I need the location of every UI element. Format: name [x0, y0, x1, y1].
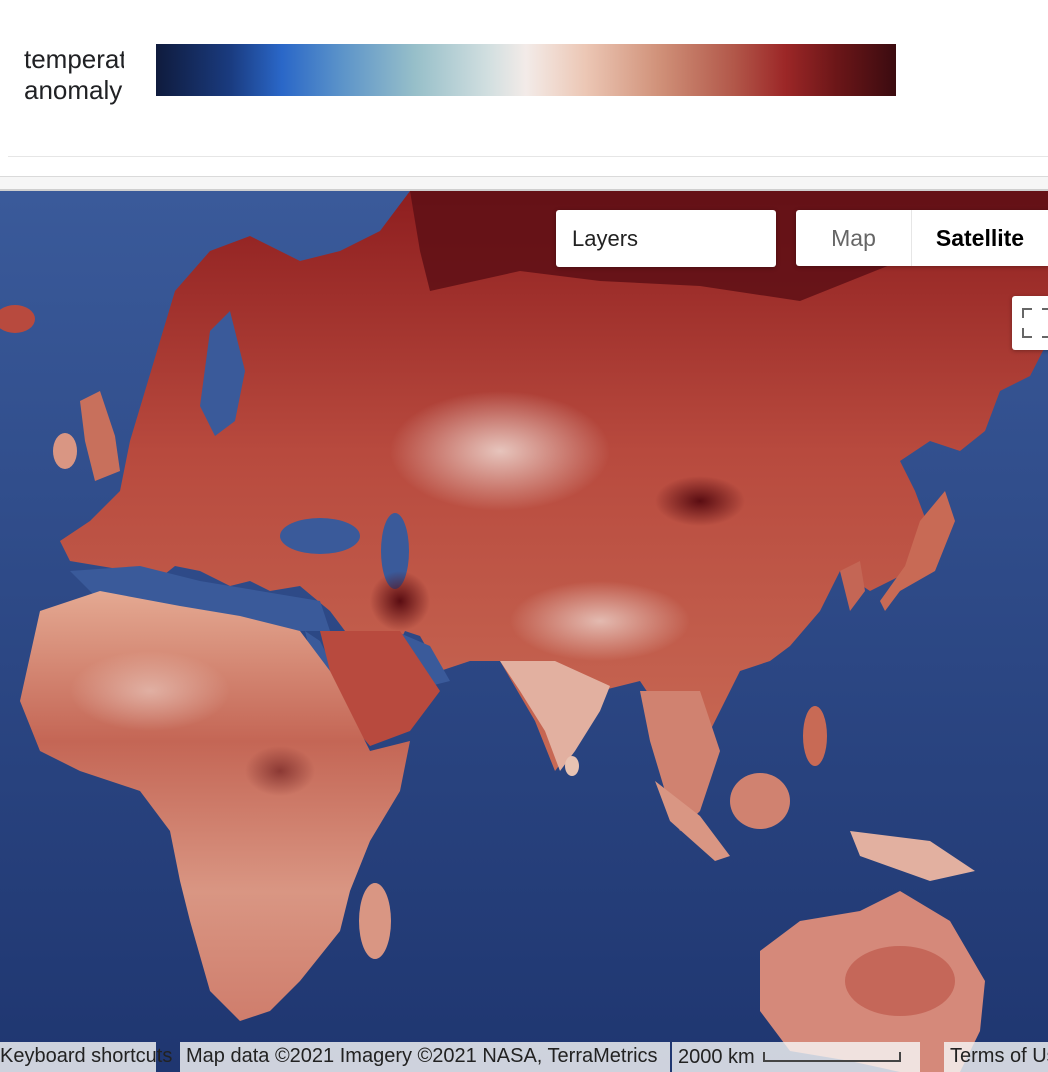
madagascar — [359, 883, 391, 959]
map-data-attribution: Map data ©2021 Imagery ©2021 NASA, Terra… — [180, 1042, 670, 1072]
scale-label: 2000 km — [678, 1046, 755, 1068]
divider — [8, 156, 1048, 157]
fullscreen-icon — [1022, 308, 1048, 338]
map-canvas[interactable] — [0, 191, 1048, 1072]
philippines — [803, 706, 827, 766]
map-type-map-button[interactable]: Map — [796, 210, 912, 266]
baltic-sea — [200, 311, 245, 436]
sahara-pale — [70, 651, 230, 731]
central-africa-hot-spot — [245, 746, 315, 796]
southeast-asia — [640, 691, 720, 831]
legend-title: temperature anomaly — [24, 44, 124, 106]
map-type-control: Map Satellite — [796, 210, 1048, 266]
map-top-border — [0, 189, 1048, 191]
black-sea — [280, 518, 360, 554]
sumatra — [655, 781, 730, 861]
scale-bar — [762, 1052, 901, 1062]
central-asia-pale — [390, 391, 610, 511]
legend-panel: temperature anomaly — [0, 0, 1048, 176]
mongolia-hot-spot — [655, 476, 745, 526]
australia-hot-spot — [845, 946, 955, 1016]
map-type-satellite-button[interactable]: Satellite — [935, 225, 1025, 251]
satellite-anomaly-map[interactable] — [0, 191, 1048, 1072]
iran-hot-spot — [370, 571, 430, 631]
india — [500, 661, 610, 771]
korea — [840, 561, 865, 611]
caspian-sea — [381, 513, 409, 589]
ireland — [53, 433, 77, 469]
japan — [880, 491, 955, 611]
color-scale-bar — [156, 44, 896, 96]
legend-title-line1: temperature — [24, 44, 124, 74]
borneo — [730, 773, 790, 829]
mediterranean-sea — [70, 566, 330, 631]
sri-lanka — [565, 756, 579, 776]
fullscreen-button[interactable] — [1012, 296, 1048, 350]
britain — [80, 391, 120, 481]
keyboard-shortcuts-link[interactable]: Keyboard shortcuts — [0, 1042, 172, 1072]
panel-separator — [0, 176, 1048, 190]
new-guinea — [850, 831, 975, 881]
layers-button[interactable]: Layers — [556, 210, 776, 267]
scale-indicator[interactable]: 2000 km — [672, 1042, 920, 1072]
terms-of-use-link[interactable]: Terms of Use — [944, 1042, 1048, 1072]
himalaya-pale — [510, 581, 690, 661]
legend-title-line2: anomaly — [24, 75, 123, 105]
iceland — [0, 305, 35, 333]
